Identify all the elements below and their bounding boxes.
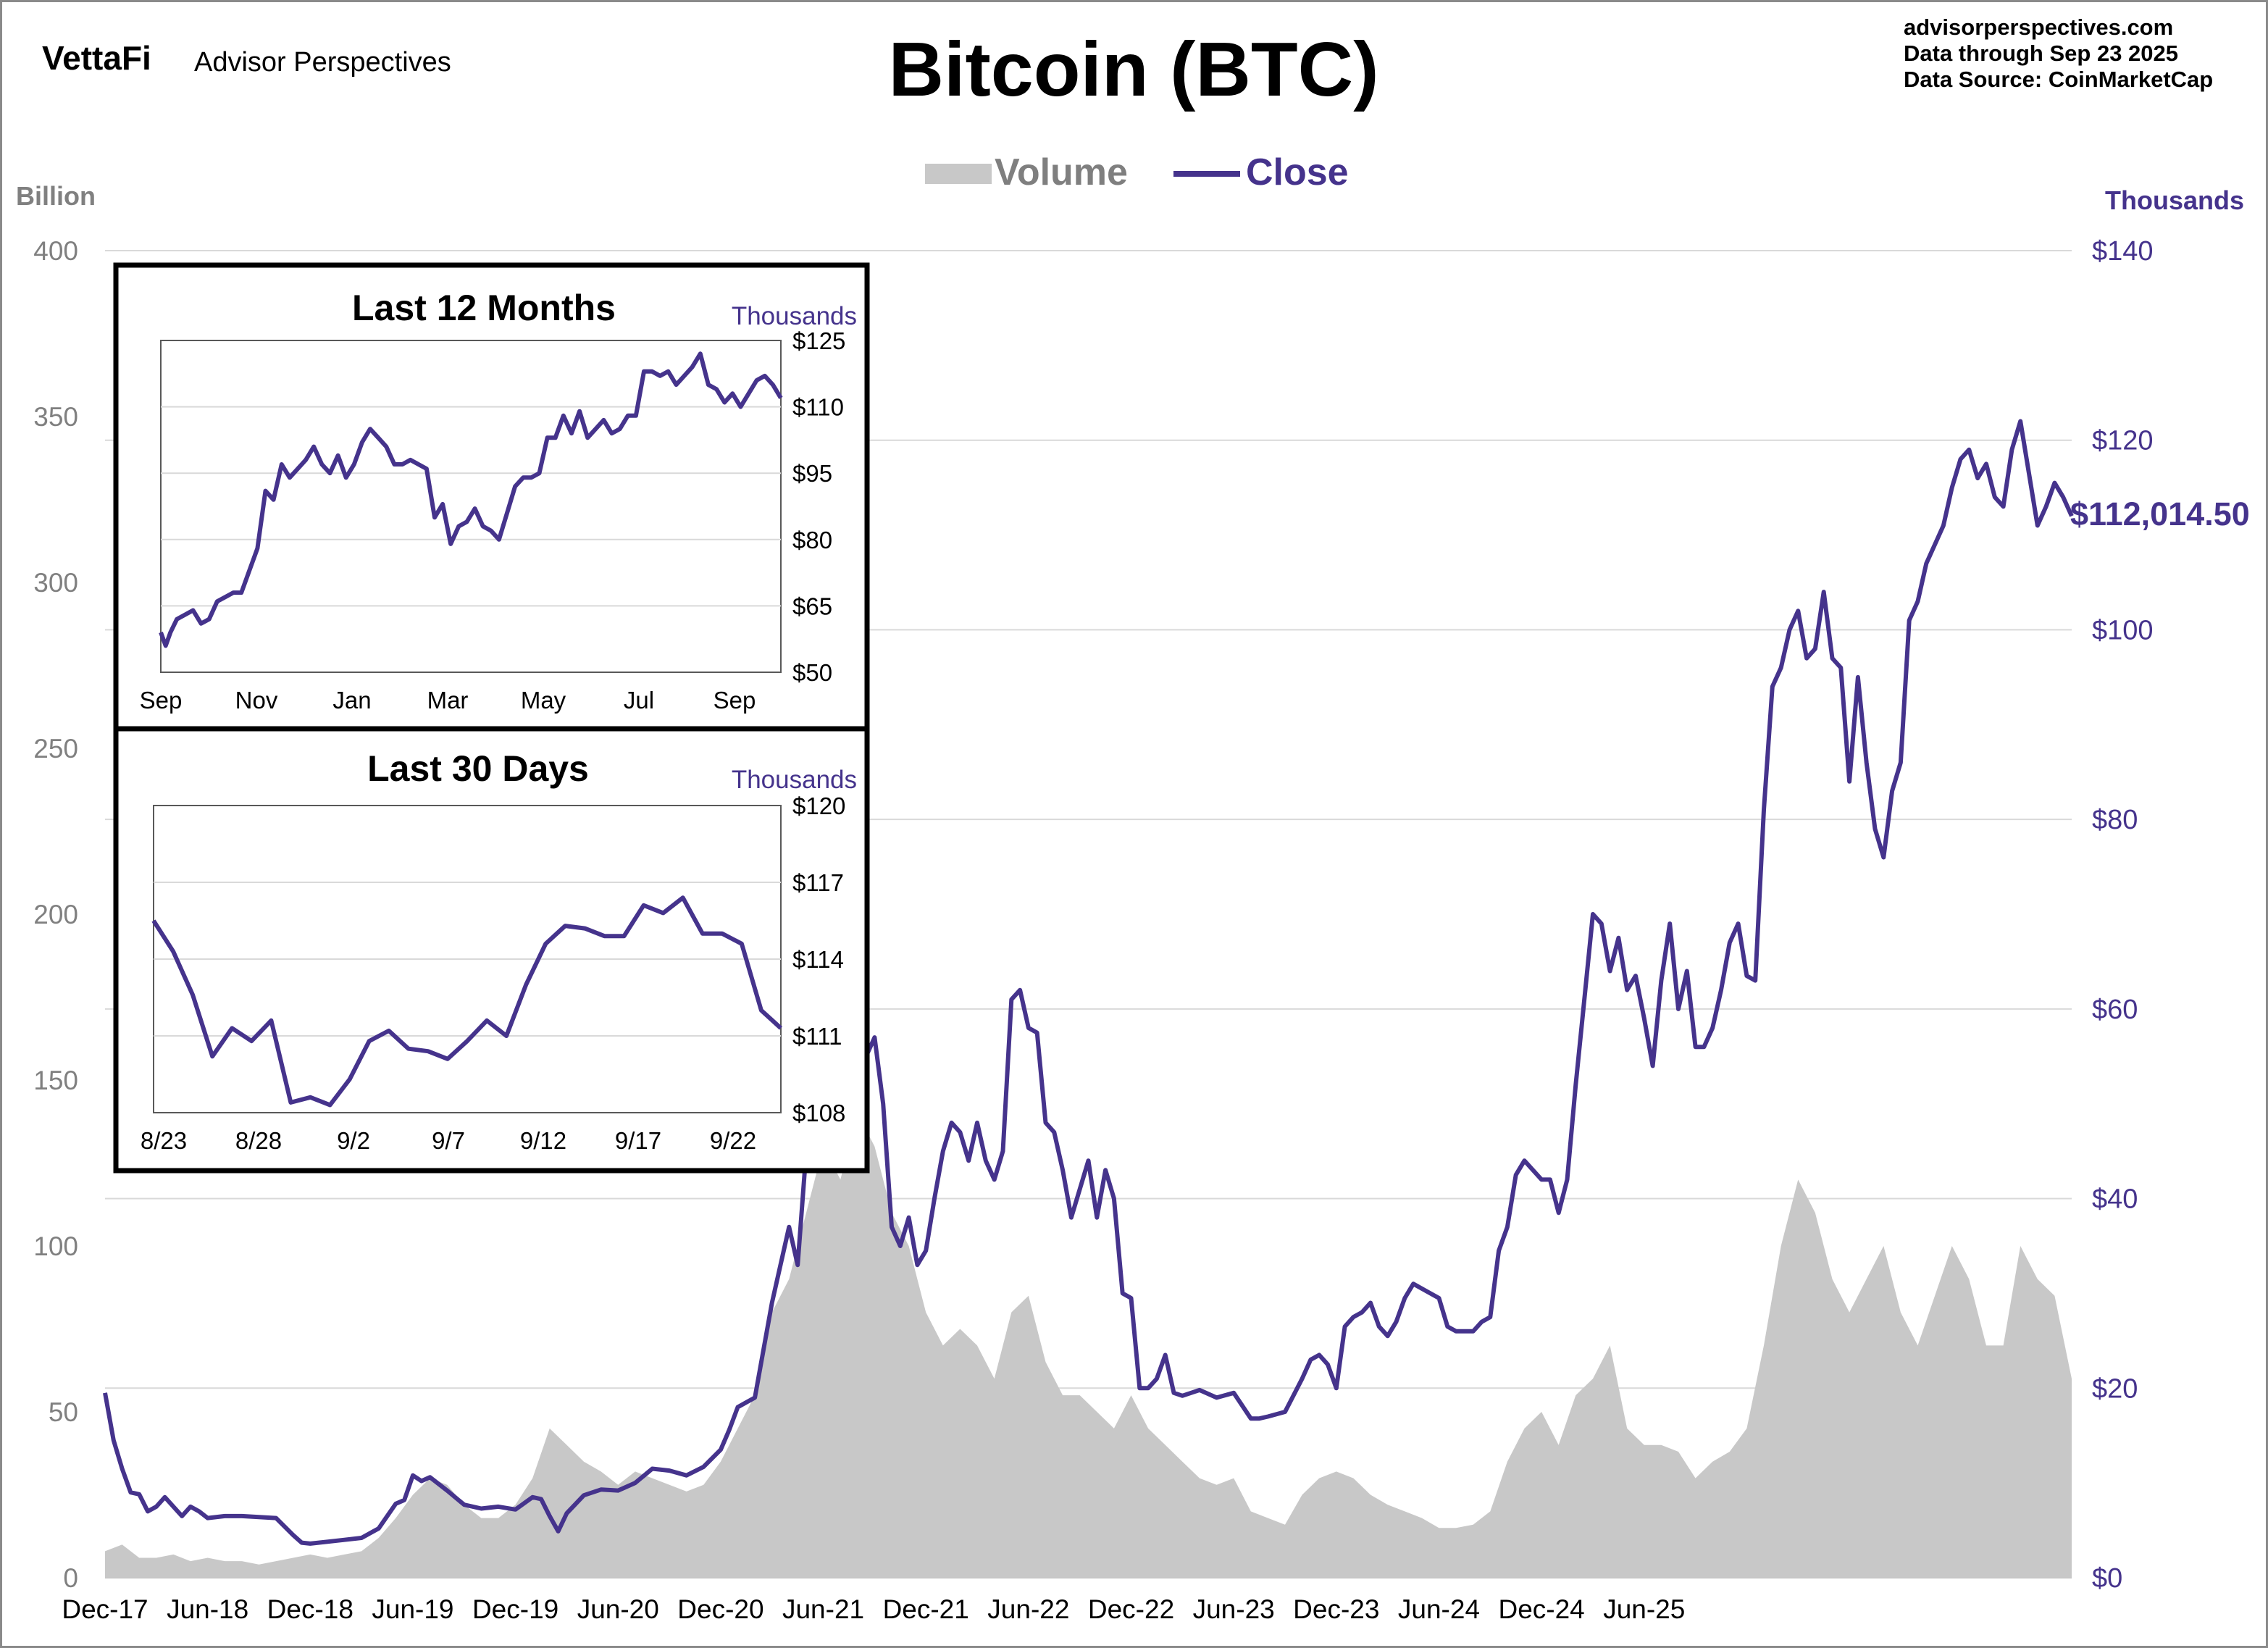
left-tick-label: 100 [33, 1231, 78, 1261]
right-tick-label: $40 [2092, 1184, 2138, 1215]
inset-30d-x-tick: 8/23 [141, 1127, 187, 1154]
left-tick-label: 250 [33, 734, 78, 764]
x-tick-label: Jun-22 [987, 1594, 1069, 1624]
inset-12m-y-tick: $65 [792, 593, 832, 619]
x-tick-label: Dec-22 [1088, 1594, 1174, 1624]
inset-12m-x-tick: Jul [624, 687, 654, 714]
inset-30d-y-tick: $120 [792, 792, 845, 819]
inset-30d-y-tick: $114 [792, 946, 844, 973]
inset-12m-axis-title: Thousands [732, 302, 857, 330]
x-tick-label: Dec-24 [1498, 1594, 1584, 1624]
inset-30d-x-tick: 9/12 [520, 1127, 566, 1154]
right-tick-label: $100 [2092, 615, 2154, 645]
x-tick-label: Jun-20 [577, 1594, 659, 1624]
x-tick-label: Dec-20 [677, 1594, 763, 1624]
left-tick-label: 200 [33, 900, 78, 929]
inset-12m-y-tick: $50 [792, 659, 832, 686]
inset-12m-title: Last 12 Months [352, 288, 616, 328]
right-tick-label: $60 [2092, 995, 2138, 1025]
inset-30d-x-tick: 9/17 [615, 1127, 661, 1154]
right-tick-label: $20 [2092, 1373, 2138, 1404]
inset-30d-x-tick: 9/22 [710, 1127, 756, 1154]
inset-12m-y-tick: $110 [792, 394, 844, 421]
x-tick-label: Jun-19 [372, 1594, 453, 1624]
chart-title: Bitcoin (BTC) [888, 27, 1378, 112]
left-axis-title: Billion [16, 181, 96, 211]
inset-12m-plot-area [160, 340, 782, 673]
brand-name: Advisor Perspectives [194, 47, 451, 78]
inset-12m-y-tick: $80 [792, 527, 832, 553]
x-tick-label: Dec-23 [1293, 1594, 1379, 1624]
x-tick-label: Jun-25 [1603, 1594, 1685, 1624]
left-tick-label: 400 [33, 236, 78, 266]
legend-close-label: Close [1246, 151, 1349, 193]
left-tick-label: 0 [63, 1563, 78, 1593]
right-tick-label: $140 [2092, 236, 2154, 267]
x-tick-label: Dec-19 [472, 1594, 558, 1624]
inset-12m-x-tick: Sep [714, 687, 756, 714]
inset-30d-title: Last 30 Days [367, 748, 589, 789]
x-tick-label: Dec-21 [883, 1594, 969, 1624]
close-series-line [103, 419, 2074, 1546]
inset-30d-y-tick: $111 [792, 1023, 842, 1050]
right-tick-label: $0 [2092, 1563, 2122, 1594]
volume-area [105, 1113, 2072, 1578]
site-url: advisorperspectives.com [1904, 14, 2173, 40]
inset-30d-y-tick: $117 [792, 869, 844, 896]
x-tick-label: Dec-17 [62, 1594, 148, 1624]
data-source: Data Source: CoinMarketCap [1904, 67, 2213, 92]
inset-30d-close-line [151, 895, 783, 1108]
x-tick-label: Jun-24 [1398, 1594, 1480, 1624]
x-tick-label: Jun-21 [782, 1594, 864, 1624]
right-tick-label: $80 [2092, 805, 2138, 835]
x-tick-label: Jun-23 [1193, 1594, 1275, 1624]
inset-30d-x-tick: 8/28 [235, 1127, 282, 1154]
inset-30d-y-tick: $108 [792, 1100, 845, 1126]
inset-12m-x-tick: Mar [427, 687, 469, 714]
inset-12m-x-tick: May [521, 687, 566, 714]
legend-volume-label: Volume [995, 151, 1128, 193]
left-tick-label: 350 [33, 402, 78, 432]
right-axis-title: Thousands [2105, 185, 2244, 215]
inset-30d-x-tick: 9/7 [432, 1127, 465, 1154]
left-tick-label: 300 [33, 568, 78, 598]
inset-12m-x-tick: Nov [235, 687, 278, 714]
inset-30d-axis-title: Thousands [732, 766, 857, 794]
inset-12m-x-tick: Jan [332, 687, 371, 714]
x-tick-label: Jun-18 [167, 1594, 248, 1624]
inset-12m-y-tick: $95 [792, 460, 832, 487]
inset-12m-y-tick: $125 [792, 327, 845, 354]
inset-12m-x-tick: Sep [140, 687, 183, 714]
x-tick-label: Dec-18 [267, 1594, 353, 1624]
vettafi-logo: VettaFi [42, 39, 151, 77]
data-through: Data through Sep 23 2025 [1904, 41, 2178, 66]
inset-30d-x-tick: 9/2 [337, 1127, 370, 1154]
legend-volume-swatch [925, 164, 992, 184]
last-value-label: $112,014.50 [2070, 495, 2250, 532]
left-tick-label: 150 [33, 1066, 78, 1095]
inset-12m-close-line [159, 351, 783, 648]
left-tick-label: 50 [49, 1397, 78, 1427]
right-tick-label: $120 [2092, 426, 2154, 456]
